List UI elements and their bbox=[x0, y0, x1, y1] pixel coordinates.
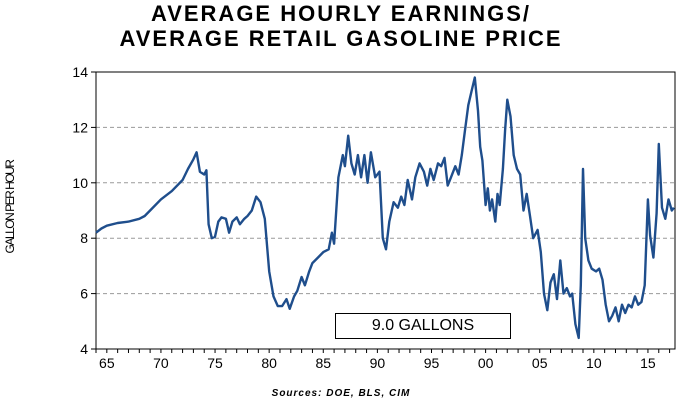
y-tick-label: 4 bbox=[80, 341, 88, 357]
x-tick-label: 95 bbox=[424, 355, 440, 371]
series bbox=[95, 76, 675, 340]
source-note: Sources: DOE, BLS, CIM bbox=[271, 388, 411, 399]
y-tick-label: 8 bbox=[80, 230, 88, 246]
ticks: 4 6 8 10 12 14 65 70 75 80 85 90 95 00 05 10 15 bbox=[72, 64, 671, 371]
x-tick-label: 70 bbox=[153, 355, 169, 371]
grid bbox=[96, 126, 675, 295]
x-tick-label: 90 bbox=[370, 355, 386, 371]
x-tick-label: 65 bbox=[99, 355, 115, 371]
x-tick-label: 85 bbox=[315, 355, 331, 371]
series-line bbox=[95, 76, 675, 340]
y-tick-label: 12 bbox=[72, 119, 88, 135]
chart-title-line-1: AVERAGE HOURLY EARNINGS/ bbox=[150, 1, 532, 26]
annotation-box: 9.0 GALLONS bbox=[335, 313, 511, 339]
x-tick-label: 15 bbox=[640, 355, 656, 371]
chart-title-line-2: AVERAGE RETAIL GASOLINE PRICE bbox=[119, 26, 563, 51]
x-tick-label: 80 bbox=[261, 355, 277, 371]
axes bbox=[95, 71, 676, 350]
plot-frame bbox=[95, 71, 676, 350]
x-tick-label: 00 bbox=[478, 355, 494, 371]
x-tick-label: 75 bbox=[207, 355, 223, 371]
y-tick-label: 10 bbox=[72, 175, 88, 191]
y-axis-label: GALLON PER HOUR bbox=[3, 160, 17, 254]
y-tick-label: 6 bbox=[80, 286, 88, 302]
y-tick-label: 14 bbox=[72, 64, 88, 80]
x-tick-label: 10 bbox=[586, 355, 602, 371]
x-tick-label: 05 bbox=[532, 355, 548, 371]
